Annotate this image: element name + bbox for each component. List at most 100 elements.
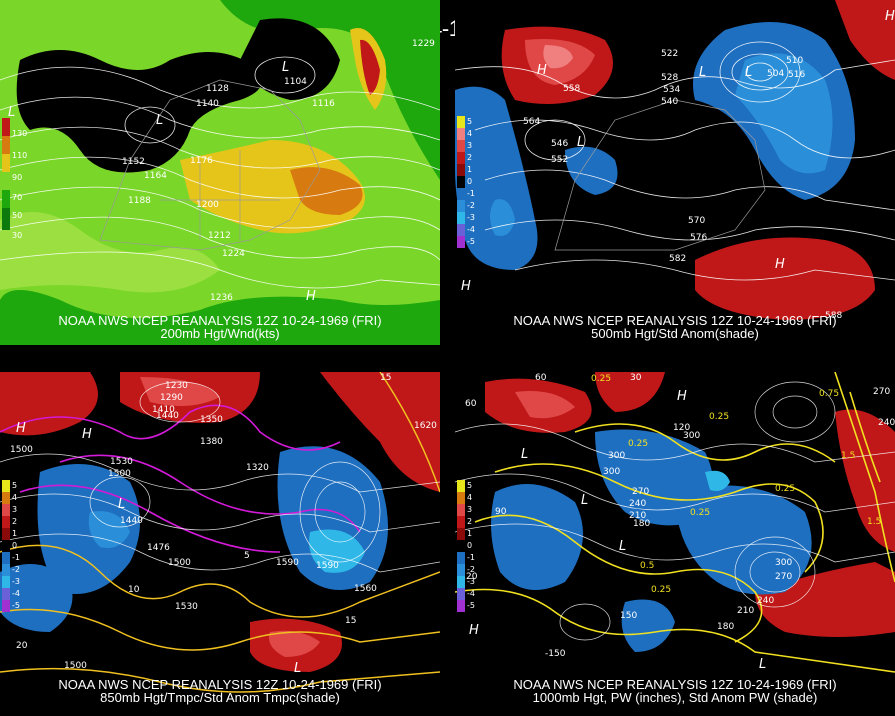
svg-text:1530: 1530 xyxy=(175,602,198,612)
svg-text:270: 270 xyxy=(873,387,890,397)
svg-text:1116: 1116 xyxy=(312,99,335,109)
svg-text:1164: 1164 xyxy=(144,171,167,181)
svg-text:0.25: 0.25 xyxy=(651,585,671,595)
legend-label: 1 xyxy=(467,165,472,174)
panel-caption-line1: NOAA NWS NCEP REANALYSIS 12Z 10-24-1969 … xyxy=(513,313,837,328)
legend-label: 110 xyxy=(12,151,27,160)
legend-label: 0 xyxy=(12,541,17,550)
svg-text:552: 552 xyxy=(551,155,568,165)
legend-label: -4 xyxy=(467,589,475,598)
svg-text:30: 30 xyxy=(630,373,642,383)
svg-text:1500: 1500 xyxy=(168,558,191,568)
svg-text:120: 120 xyxy=(673,423,690,433)
panel-200mb: 1104 1128 1140 1116 1152 1164 1176 1188 … xyxy=(0,0,440,345)
panel-caption-line2: 200mb Hgt/Wnd(kts) xyxy=(160,326,280,341)
legend-label: -3 xyxy=(467,577,475,586)
svg-text:240: 240 xyxy=(629,499,646,509)
svg-text:L: L xyxy=(745,65,752,80)
map-200mb: 1104 1128 1140 1116 1152 1164 1176 1188 … xyxy=(0,0,440,345)
legend-label: 3 xyxy=(467,505,472,514)
svg-text:528: 528 xyxy=(661,73,678,83)
legend-label: -3 xyxy=(467,213,475,222)
svg-text:504: 504 xyxy=(767,69,784,79)
svg-text:1440: 1440 xyxy=(156,411,179,421)
svg-text:0.25: 0.25 xyxy=(591,374,611,384)
legend-label: -3 xyxy=(12,577,20,586)
svg-text:534: 534 xyxy=(663,85,680,95)
legend-label: 1 xyxy=(467,529,472,538)
svg-text:60: 60 xyxy=(535,373,547,383)
svg-text:300: 300 xyxy=(603,467,620,477)
svg-text:L: L xyxy=(521,447,528,462)
svg-text:510: 510 xyxy=(786,56,803,66)
svg-text:L: L xyxy=(619,539,626,554)
svg-text:0.25: 0.25 xyxy=(775,484,795,494)
svg-text:0.25: 0.25 xyxy=(709,412,729,422)
svg-text:L: L xyxy=(581,493,588,508)
legend-label: 2 xyxy=(467,517,472,526)
svg-text:1500: 1500 xyxy=(108,469,131,479)
legend-label: 3 xyxy=(467,141,472,150)
svg-text:L: L xyxy=(759,657,766,672)
svg-text:L: L xyxy=(282,60,289,75)
svg-text:H: H xyxy=(775,257,785,272)
legend-500mb xyxy=(457,116,465,248)
svg-text:15: 15 xyxy=(345,616,356,626)
svg-text:1230: 1230 xyxy=(165,381,188,391)
svg-text:0.5: 0.5 xyxy=(640,561,654,571)
svg-text:240: 240 xyxy=(757,596,774,606)
legend-850mb xyxy=(2,480,10,612)
svg-text:1590: 1590 xyxy=(276,558,299,568)
legend-label: -1 xyxy=(467,189,475,198)
svg-text:1200: 1200 xyxy=(196,200,219,210)
svg-text:300: 300 xyxy=(608,451,625,461)
svg-text:1224: 1224 xyxy=(222,249,245,259)
legend-label: 2 xyxy=(12,517,17,526)
map-850mb: 1230 1290 1410 1440 1350 1380 1320 1530 … xyxy=(0,372,440,716)
svg-text:1410: 1410 xyxy=(152,405,175,415)
svg-text:1.5: 1.5 xyxy=(867,517,881,527)
map-1000mb: 60 30 60 120 300 300 300 270 240 210 180… xyxy=(455,372,895,716)
svg-text:1380: 1380 xyxy=(200,437,223,447)
svg-text:H: H xyxy=(469,623,479,638)
legend-label: 5 xyxy=(467,117,472,126)
svg-text:1290: 1290 xyxy=(160,393,183,403)
legend-label: -4 xyxy=(467,225,475,234)
svg-text:270: 270 xyxy=(632,487,649,497)
svg-text:L: L xyxy=(294,661,301,676)
svg-text:-150: -150 xyxy=(545,649,566,659)
legend-label: 70 xyxy=(12,193,22,202)
legend-label: 5 xyxy=(467,481,472,490)
svg-text:1104: 1104 xyxy=(284,77,307,87)
svg-text:564: 564 xyxy=(523,117,540,127)
panel-caption-line1: NOAA NWS NCEP REANALYSIS 12Z 10-24-1969 … xyxy=(58,677,382,692)
svg-text:90: 90 xyxy=(495,507,507,517)
panel-caption-line1: NOAA NWS NCEP REANALYSIS 12Z 10-24-1969 … xyxy=(513,677,837,692)
svg-text:522: 522 xyxy=(661,49,678,59)
svg-text:60: 60 xyxy=(465,399,477,409)
svg-text:1128: 1128 xyxy=(206,84,229,94)
svg-text:270: 270 xyxy=(775,572,792,582)
map-500mb: 522 528 534 540 558 564 546 552 570 576 … xyxy=(455,0,895,345)
svg-text:180: 180 xyxy=(633,519,650,529)
svg-text:300: 300 xyxy=(683,431,700,441)
legend-label: -1 xyxy=(12,553,20,562)
legend-label: 30 xyxy=(12,231,22,240)
svg-text:546: 546 xyxy=(551,139,568,149)
svg-text:1229: 1229 xyxy=(412,39,435,49)
svg-text:588: 588 xyxy=(825,311,842,321)
legend-label: -4 xyxy=(12,589,20,598)
svg-text:240: 240 xyxy=(878,418,895,428)
legend-label: 4 xyxy=(12,493,17,502)
legend-label: 1 xyxy=(12,529,17,538)
svg-text:0.75: 0.75 xyxy=(819,389,839,399)
svg-text:210: 210 xyxy=(737,606,754,616)
svg-text:L: L xyxy=(8,105,15,120)
svg-text:1530: 1530 xyxy=(110,457,133,467)
svg-text:1620: 1620 xyxy=(414,421,437,431)
panel-caption-line2: 850mb Hgt/Tmpc/Std Anom Tmpc(shade) xyxy=(100,690,340,705)
legend-label: -1 xyxy=(467,553,475,562)
svg-text:1320: 1320 xyxy=(246,463,269,473)
legend-label: 0 xyxy=(467,541,472,550)
legend-label: -2 xyxy=(467,201,475,210)
